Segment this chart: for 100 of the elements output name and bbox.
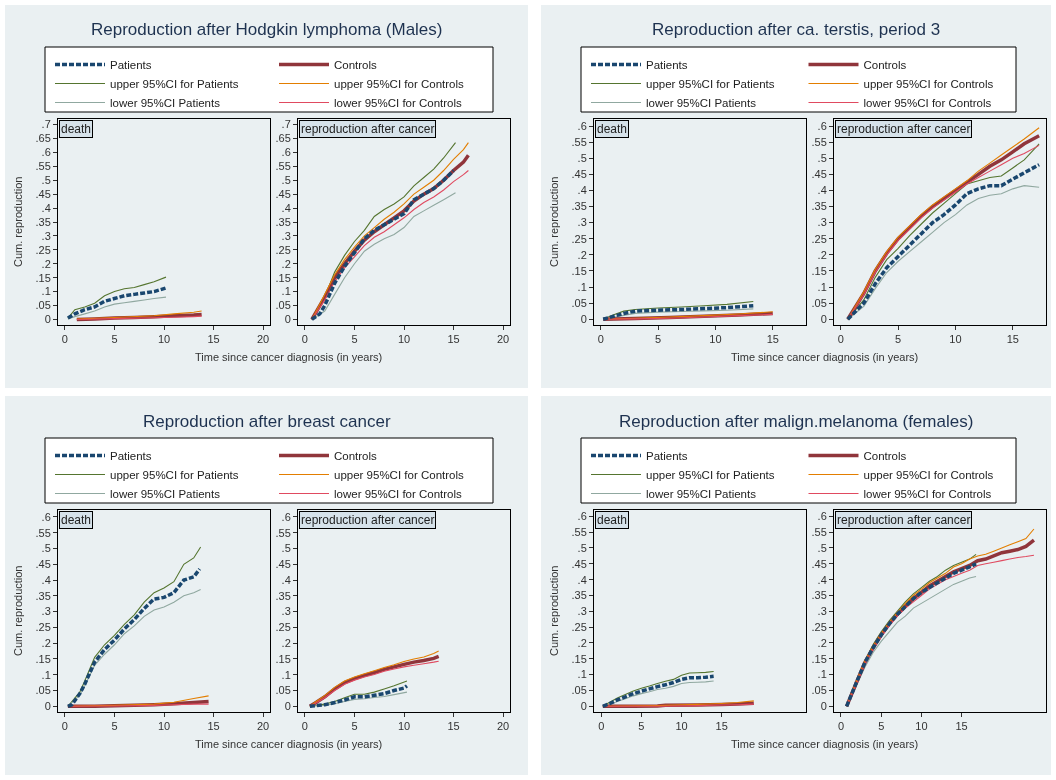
chart-subtitle: reproduction after cancer	[837, 122, 971, 136]
legend-label: lower 95%CI for Controls	[863, 96, 992, 109]
y-tick-label: .05	[571, 684, 587, 697]
y-tick-label: .4	[41, 201, 51, 214]
y-axis-title: Cum. reproduction	[548, 565, 560, 656]
y-tick-label: 0	[284, 313, 291, 326]
chart-subtitle: death	[61, 513, 92, 527]
x-tick-label: 10	[157, 720, 171, 733]
y-tick-label: .65	[35, 132, 51, 145]
chart-subtitle: death	[597, 513, 628, 527]
y-tick-label: 0	[820, 313, 827, 326]
x-tick-label: 15	[955, 720, 968, 733]
y-tick-label: .5	[281, 542, 291, 555]
y-tick-label: .2	[577, 636, 587, 649]
y-tick-label: .4	[281, 573, 291, 586]
y-tick-label: .45	[571, 168, 587, 181]
y-tick-label: .5	[817, 541, 827, 554]
x-axis-title: Time since cancer diagnosis (in years)	[731, 738, 919, 750]
y-tick-label: .55	[275, 160, 291, 173]
y-tick-label: .6	[577, 510, 587, 523]
x-tick-label: 15	[715, 720, 728, 733]
y-tick-label: .45	[275, 558, 291, 571]
legend-label: lower 95%CI Patients	[646, 96, 757, 109]
y-tick-label: .45	[571, 557, 587, 570]
y-tick-label: .45	[275, 188, 291, 201]
chart-title: Reproduction after malign.melanoma (females)	[619, 412, 974, 431]
y-tick-label: .2	[281, 257, 291, 270]
y-tick-label: .05	[35, 299, 51, 312]
y-tick-label: .15	[571, 652, 587, 665]
y-tick-label: 0	[44, 700, 51, 713]
x-axis-title: Time since cancer diagnosis (in years)	[731, 351, 919, 363]
y-tick-label: .3	[41, 229, 51, 242]
x-tick-label: 15	[1006, 333, 1019, 346]
y-tick-label: .15	[571, 264, 587, 277]
y-tick-label: .2	[41, 637, 51, 650]
y-tick-label: .25	[35, 621, 51, 634]
x-tick-label: 5	[655, 333, 662, 346]
y-tick-label: .2	[817, 636, 827, 649]
legend-label: lower 95%CI Patients	[646, 487, 757, 500]
y-axis-title: Cum. reproduction	[12, 176, 24, 267]
x-tick-label: 20	[496, 333, 510, 346]
legend-label: Controls	[334, 449, 378, 462]
y-tick-label: .1	[817, 280, 827, 293]
y-tick-label: .65	[275, 132, 291, 145]
y-axis-title: Cum. reproduction	[548, 176, 560, 267]
y-tick-label: .5	[577, 541, 587, 554]
y-tick-label: .6	[817, 510, 827, 523]
legend-label: lower 95%CI for Controls	[334, 96, 463, 109]
y-tick-label: .25	[571, 621, 587, 633]
y-tick-label: .1	[281, 668, 291, 681]
legend-label: lower 95%CI for Controls	[863, 487, 992, 500]
x-tick-label: 10	[675, 720, 688, 733]
y-tick-label: .6	[817, 119, 827, 132]
y-tick-label: .6	[41, 146, 51, 159]
y-axis-title: Cum. reproduction	[12, 565, 24, 656]
legend-label: Patients	[646, 449, 688, 462]
x-tick-label: 10	[397, 720, 411, 733]
y-tick-label: .35	[571, 589, 587, 602]
y-tick-label: .25	[811, 621, 827, 633]
y-tick-label: .35	[571, 200, 587, 213]
y-tick-label: .1	[577, 668, 587, 681]
y-tick-label: .45	[811, 557, 827, 570]
y-tick-label: .4	[41, 573, 51, 586]
x-tick-label: 10	[157, 333, 171, 346]
y-tick-label: .5	[281, 174, 291, 187]
x-tick-label: 20	[256, 720, 270, 733]
x-tick-label: 5	[878, 720, 885, 733]
y-tick-label: .15	[35, 652, 51, 665]
x-tick-label: 10	[709, 333, 722, 346]
x-tick-label: 5	[111, 720, 118, 733]
y-tick-label: .1	[817, 668, 827, 681]
x-tick-label: 15	[766, 333, 779, 346]
y-tick-label: .3	[817, 605, 827, 618]
y-tick-label: .25	[275, 243, 291, 256]
y-tick-label: .55	[571, 136, 587, 149]
legend-label: upper 95%CI for Controls	[863, 468, 994, 481]
chart-subtitle: reproduction after cancer	[837, 513, 971, 527]
y-tick-label: .25	[35, 243, 51, 256]
y-tick-label: .35	[811, 200, 827, 213]
legend-label: lower 95%CI Patients	[110, 487, 221, 500]
y-tick-label: 0	[820, 700, 827, 713]
x-tick-label: 15	[447, 333, 460, 346]
legend-label: upper 95%CI for Patients	[646, 77, 775, 90]
y-tick-label: .6	[281, 510, 291, 523]
chart-title: Reproduction after Hodgkin lymphoma (Males)	[91, 20, 443, 39]
legend-label: upper 95%CI for Patients	[110, 468, 239, 481]
x-tick-label: 0	[301, 720, 308, 733]
y-tick-label: .1	[577, 280, 587, 293]
x-tick-label: 5	[638, 720, 645, 733]
y-tick-label: .4	[281, 201, 291, 214]
y-tick-label: .7	[41, 118, 51, 131]
y-tick-label: 0	[44, 313, 51, 326]
legend-label: lower 95%CI Patients	[110, 96, 221, 109]
y-tick-label: .25	[811, 232, 827, 245]
x-tick-label: 0	[837, 333, 844, 346]
y-tick-label: .2	[817, 248, 827, 261]
chart-title: Reproduction after ca. terstis, period 3	[652, 20, 941, 39]
y-tick-label: .05	[275, 684, 291, 697]
legend-label: Patients	[110, 58, 152, 71]
y-tick-label: 0	[580, 700, 587, 713]
